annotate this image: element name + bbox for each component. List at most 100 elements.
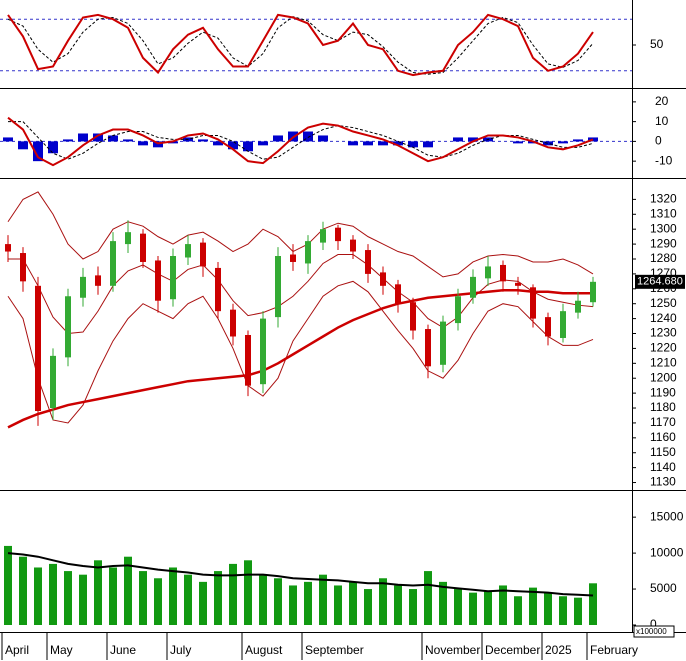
candle-body	[440, 321, 446, 365]
volume-bar	[574, 597, 582, 625]
y-tick-label: 1140	[650, 460, 676, 474]
volume-bar	[34, 567, 42, 625]
y-tick-label: 0	[650, 617, 657, 631]
histogram-bar	[18, 141, 28, 150]
band-upper	[7, 191, 594, 278]
histogram-bar	[198, 139, 208, 142]
candle-body	[410, 302, 416, 331]
signal-line	[8, 121, 594, 160]
current-price-box	[635, 274, 685, 289]
histogram-bar	[408, 141, 418, 148]
histogram-bar	[213, 141, 223, 146]
volume-bar	[274, 578, 282, 625]
histogram-bar	[513, 141, 523, 144]
volume-bar	[109, 567, 117, 625]
histogram-bar	[243, 141, 253, 152]
volume-bar	[544, 592, 552, 625]
candle-body	[260, 318, 266, 385]
histogram-bar	[108, 135, 118, 142]
unit-box	[633, 625, 675, 638]
y-tick-label: 1190	[650, 385, 676, 399]
histogram-bar	[48, 141, 58, 154]
y-tick-label: 1150	[650, 445, 676, 459]
y-tick-label: 10	[655, 114, 669, 128]
candle-body	[305, 241, 311, 264]
volume-bar	[514, 596, 522, 625]
histogram-bar	[558, 141, 568, 144]
candle-body	[185, 244, 191, 258]
volume-bar	[64, 571, 72, 625]
candle-body	[590, 281, 596, 303]
volume-bar	[319, 574, 327, 625]
volume-bar	[589, 583, 597, 625]
y-tick-label: 1210	[650, 355, 677, 369]
x-tick-label: September	[305, 643, 364, 657]
volume-bar	[4, 545, 12, 625]
y-tick-label: 5000	[650, 581, 677, 595]
volume-bar	[244, 560, 252, 625]
histogram-bar	[348, 141, 358, 146]
band-lower	[7, 280, 594, 424]
current-price-label: 1264.680	[637, 276, 683, 288]
candle-body	[80, 276, 86, 298]
histogram-bar	[303, 131, 313, 142]
candle-body	[35, 285, 41, 412]
y-tick-label: 1130	[650, 475, 676, 489]
histogram-bar	[63, 139, 73, 142]
x-tick-label: November	[425, 643, 480, 657]
candle-body	[470, 276, 476, 298]
y-tick-label: 1160	[650, 430, 676, 444]
x-tick-label: August	[245, 643, 283, 657]
volume-bar	[529, 587, 537, 625]
candle-body	[230, 309, 236, 337]
x-tick-label: May	[50, 643, 73, 657]
x-tick-label: April	[5, 643, 29, 657]
y-tick-label: 1240	[650, 311, 677, 325]
candle-body	[65, 296, 71, 358]
volume-bar	[49, 563, 57, 625]
y-tick-label: 15000	[650, 509, 684, 523]
histogram-bar	[573, 139, 583, 142]
y-tick-label: 20	[655, 94, 669, 108]
candle-body	[200, 242, 206, 267]
y-tick-label: 0	[655, 134, 662, 148]
sma-line	[7, 289, 593, 429]
volume-average	[7, 552, 594, 597]
y-tick-label: 1170	[650, 415, 676, 429]
candle-body	[560, 311, 566, 338]
candle-body	[425, 329, 431, 367]
candle-body	[335, 227, 341, 242]
histogram-bar	[363, 141, 373, 146]
volume-bar	[439, 581, 447, 625]
candle-body	[320, 229, 326, 243]
volume-bar	[214, 571, 222, 625]
volume-bar	[484, 590, 492, 625]
histogram-bar	[423, 141, 433, 148]
volume-bar	[169, 567, 177, 625]
histogram-bar	[318, 135, 328, 142]
histogram-bar	[228, 141, 238, 150]
volume-bar	[184, 574, 192, 625]
volume-bar	[94, 560, 102, 625]
candle-body	[575, 300, 581, 313]
volume-bar	[199, 581, 207, 625]
x-tick-label: June	[110, 643, 136, 657]
volume-bar	[559, 596, 567, 625]
x-tick-label: July	[170, 643, 191, 657]
histogram-bar	[453, 137, 463, 142]
candle-body	[125, 232, 131, 245]
histogram-bar	[33, 141, 43, 162]
volume-bar	[139, 571, 147, 625]
volume-bar	[334, 585, 342, 625]
candle-body	[515, 282, 521, 286]
candle-body	[50, 355, 56, 409]
histogram-bar	[543, 141, 553, 146]
candle-body	[485, 266, 491, 279]
volume-bar	[409, 589, 417, 625]
candle-body	[95, 275, 101, 286]
candle-body	[245, 335, 251, 386]
volume-bar	[379, 578, 387, 625]
volume-bar	[349, 581, 357, 625]
histogram-bar	[138, 141, 148, 146]
